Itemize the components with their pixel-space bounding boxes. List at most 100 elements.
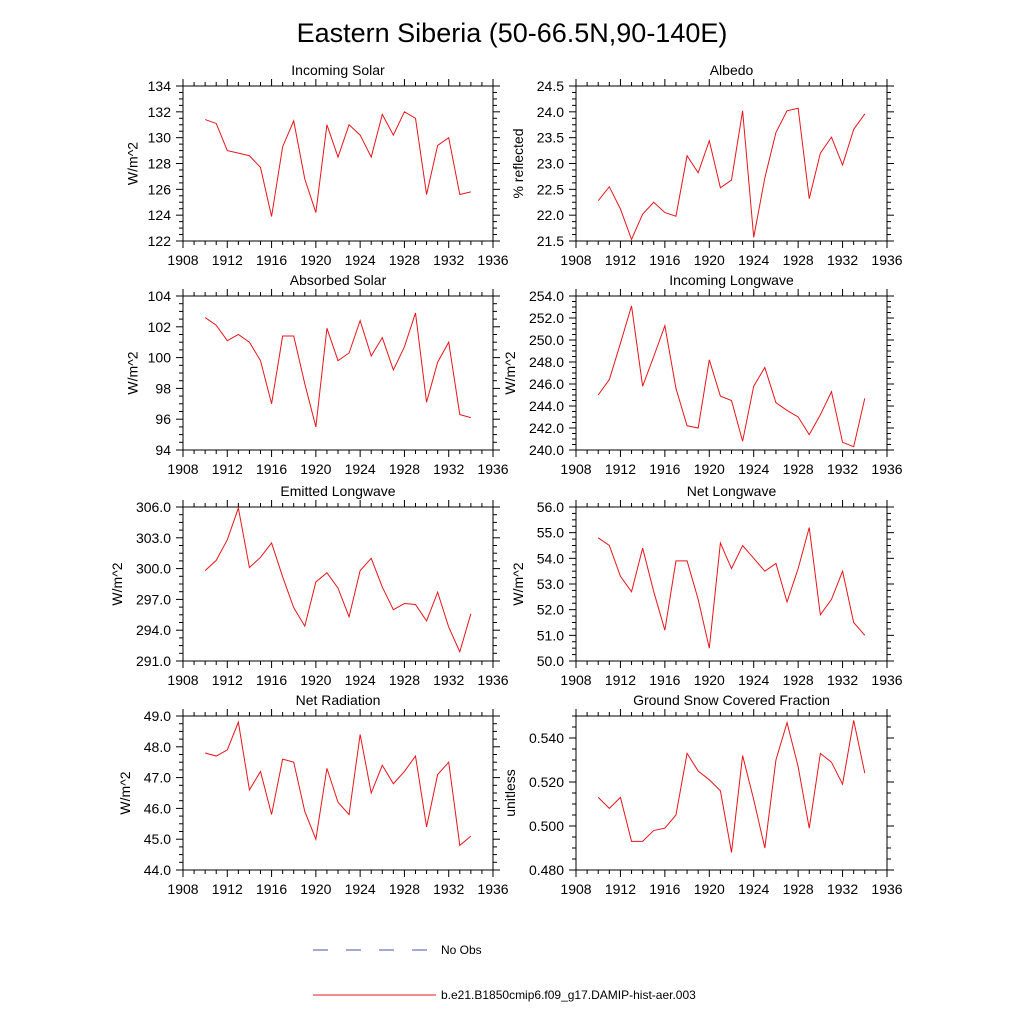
- x-tick-label-ground-snow-covered-fraction: 1936: [871, 881, 902, 897]
- x-tick-label-net-radiation: 1924: [345, 881, 376, 897]
- series-line-albedo: [597, 107, 866, 241]
- y-tick-label-incoming-solar: 126: [148, 181, 172, 197]
- y-tick-label-net-radiation: 47.0: [144, 770, 171, 786]
- x-tick-label-incoming-longwave: 1932: [827, 461, 858, 477]
- x-tick-label-net-longwave: 1924: [738, 672, 769, 688]
- x-tick-label-ground-snow-covered-fraction: 1912: [605, 881, 636, 897]
- x-tick-label-incoming-solar: 1912: [212, 252, 243, 268]
- x-tick-label-incoming-longwave: 1924: [738, 461, 769, 477]
- x-tick-label-incoming-solar: 1908: [167, 252, 198, 268]
- y-axis-title-albedo: % reflected: [510, 128, 526, 198]
- panel-title-net-longwave: Net Longwave: [687, 483, 777, 499]
- x-tick-label-absorbed-solar: 1932: [433, 461, 464, 477]
- y-tick-label-absorbed-solar: 98: [155, 380, 171, 396]
- panel-title-absorbed-solar: Absorbed Solar: [290, 272, 387, 288]
- x-tick-label-incoming-solar: 1920: [300, 252, 331, 268]
- panel-albedo: 1908 1912 1916 1920 1924 1928 1932 1936 21.5 22.0…: [510, 62, 903, 268]
- x-tick-label-incoming-solar: 1936: [477, 252, 508, 268]
- x-tick-label-emitted-longwave: 1916: [256, 672, 287, 688]
- x-tick-label-absorbed-solar: 1936: [477, 461, 508, 477]
- y-tick-label-albedo: 24.5: [537, 78, 564, 94]
- x-tick-label-incoming-longwave: 1916: [649, 461, 680, 477]
- series-line-ground-snow-covered-fraction: [597, 720, 866, 853]
- x-tick-label-net-longwave: 1928: [783, 672, 814, 688]
- series-line-incoming-longwave: [597, 305, 866, 448]
- y-tick-label-net-longwave: 52.0: [537, 602, 564, 618]
- legend: No Obs b.e21.B1850cmip6.f09_g17.DAMIP-hi…: [313, 943, 696, 1002]
- series-line-incoming-solar: [204, 111, 471, 217]
- x-tick-label-emitted-longwave: 1932: [433, 672, 464, 688]
- series-line-emitted-longwave: [204, 506, 472, 654]
- y-tick-label-absorbed-solar: 104: [148, 288, 172, 304]
- x-tick-label-albedo: 1916: [649, 252, 680, 268]
- x-tick-label-net-radiation: 1916: [256, 881, 287, 897]
- series-line-net-longwave: [597, 527, 866, 649]
- plot-frame-incoming-solar: [182, 85, 494, 242]
- y-tick-label-net-radiation: 44.0: [144, 862, 171, 878]
- x-tick-label-net-longwave: 1920: [694, 672, 725, 688]
- x-tick-label-net-radiation: 1920: [300, 881, 331, 897]
- y-tick-label-incoming-solar: 130: [148, 130, 172, 146]
- panel-net-radiation: 1908 1912 1916 1920 1924 1928 1932 1936 44.0 45.0…: [117, 692, 509, 897]
- y-axis-title-absorbed-solar: W/m^2: [125, 351, 141, 394]
- panel-incoming-longwave: 1908 1912 1916 1920 1924 1928 1932 1936 240.0 242…: [502, 272, 903, 477]
- y-tick-label-incoming-solar: 132: [148, 104, 172, 120]
- x-tick-label-ground-snow-covered-fraction: 1928: [783, 881, 814, 897]
- y-tick-label-albedo: 23.5: [537, 130, 564, 146]
- x-tick-label-albedo: 1924: [738, 252, 769, 268]
- x-tick-label-net-radiation: 1928: [389, 881, 420, 897]
- plot-frame-absorbed-solar: [182, 295, 494, 451]
- y-tick-label-net-longwave: 53.0: [537, 576, 564, 592]
- series-line-absorbed-solar: [204, 312, 471, 428]
- y-tick-label-net-longwave: 50.0: [537, 653, 564, 669]
- x-tick-label-incoming-longwave: 1936: [871, 461, 902, 477]
- plot-frame-net-radiation: [182, 715, 494, 871]
- panel-title-incoming-longwave: Incoming Longwave: [669, 272, 794, 288]
- x-tick-label-net-longwave: 1908: [560, 672, 591, 688]
- x-tick-label-emitted-longwave: 1912: [212, 672, 243, 688]
- x-tick-label-emitted-longwave: 1908: [167, 672, 198, 688]
- x-tick-label-absorbed-solar: 1920: [300, 461, 331, 477]
- plot-frame-net-longwave: [575, 506, 888, 662]
- plot-frame-ground-snow-covered-fraction: [575, 715, 888, 871]
- x-tick-label-emitted-longwave: 1928: [389, 672, 420, 688]
- y-tick-label-incoming-longwave: 252.0: [529, 310, 564, 326]
- x-tick-label-albedo: 1908: [560, 252, 591, 268]
- x-tick-label-albedo: 1912: [605, 252, 636, 268]
- y-tick-label-absorbed-solar: 102: [148, 319, 172, 335]
- y-axis-title-emitted-longwave: W/m^2: [109, 562, 125, 605]
- y-axis-title-incoming-solar: W/m^2: [125, 142, 141, 185]
- x-tick-label-absorbed-solar: 1916: [256, 461, 287, 477]
- x-tick-label-absorbed-solar: 1928: [389, 461, 420, 477]
- y-tick-label-albedo: 23.0: [537, 156, 564, 172]
- y-tick-label-incoming-solar: 122: [148, 233, 172, 249]
- x-tick-label-net-radiation: 1912: [212, 881, 243, 897]
- y-tick-label-net-radiation: 46.0: [144, 800, 171, 816]
- y-tick-label-emitted-longwave: 291.0: [136, 653, 171, 669]
- x-tick-label-absorbed-solar: 1912: [212, 461, 243, 477]
- y-tick-label-incoming-longwave: 242.0: [529, 420, 564, 436]
- y-tick-label-absorbed-solar: 100: [148, 350, 172, 366]
- panel-ground-snow-covered-fraction: 1908 1912 1916 1920 1924 1928 1932 1936 0.480 0.5…: [502, 692, 903, 897]
- y-tick-label-net-radiation: 49.0: [144, 708, 171, 724]
- y-tick-label-net-longwave: 51.0: [537, 627, 564, 643]
- x-tick-label-ground-snow-covered-fraction: 1908: [560, 881, 591, 897]
- legend-no-obs-label: No Obs: [441, 943, 482, 957]
- y-tick-label-albedo: 22.5: [537, 181, 564, 197]
- x-tick-label-incoming-solar: 1928: [389, 252, 420, 268]
- y-tick-label-emitted-longwave: 300.0: [136, 561, 171, 577]
- y-tick-label-ground-snow-covered-fraction: 0.520: [529, 774, 564, 790]
- panel-title-ground-snow-covered-fraction: Ground Snow Covered Fraction: [633, 692, 830, 708]
- y-tick-label-incoming-longwave: 248.0: [529, 354, 564, 370]
- x-tick-label-net-radiation: 1936: [477, 881, 508, 897]
- x-tick-label-albedo: 1920: [694, 252, 725, 268]
- x-tick-label-emitted-longwave: 1936: [477, 672, 508, 688]
- series-line-net-radiation: [205, 720, 472, 847]
- y-tick-label-net-radiation: 45.0: [144, 831, 171, 847]
- x-tick-label-incoming-longwave: 1928: [783, 461, 814, 477]
- x-tick-label-incoming-longwave: 1912: [605, 461, 636, 477]
- y-tick-label-absorbed-solar: 94: [155, 442, 171, 458]
- x-tick-label-net-radiation: 1932: [433, 881, 464, 897]
- x-tick-label-ground-snow-covered-fraction: 1920: [694, 881, 725, 897]
- y-tick-label-ground-snow-covered-fraction: 0.480: [529, 862, 564, 878]
